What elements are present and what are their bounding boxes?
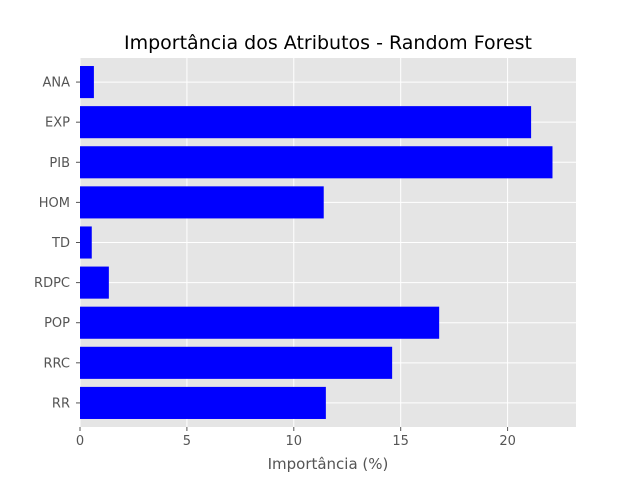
bars bbox=[80, 66, 553, 419]
x-tick-label: 20 bbox=[499, 434, 516, 449]
x-axis-ticks: 0 5 10 15 20 bbox=[76, 427, 516, 449]
x-tick-label: 10 bbox=[286, 434, 303, 449]
x-tick-label: 0 bbox=[76, 434, 84, 449]
bar-ana bbox=[80, 66, 94, 99]
y-tick-label-rrc: RRC bbox=[44, 356, 71, 371]
y-tick-label-ana: ANA bbox=[42, 76, 70, 91]
bar-hom bbox=[80, 186, 324, 219]
x-tick-label: 15 bbox=[392, 434, 409, 449]
bar-exp bbox=[80, 106, 532, 139]
chart-title: Importância dos Atributos - Random Fores… bbox=[124, 32, 532, 54]
y-tick-label-pib: PIB bbox=[49, 156, 70, 171]
bar-rr bbox=[80, 386, 326, 419]
bar-rrc bbox=[80, 346, 393, 379]
y-tick-label-rr: RR bbox=[52, 396, 70, 411]
x-tick-label: 5 bbox=[183, 434, 191, 449]
bar-td bbox=[80, 226, 92, 259]
y-tick-label-pop: POP bbox=[44, 316, 70, 331]
bar-pib bbox=[80, 146, 553, 179]
y-tick-label-hom: HOM bbox=[39, 196, 70, 211]
y-tick-label-exp: EXP bbox=[45, 116, 70, 131]
bar-pop bbox=[80, 306, 440, 339]
x-axis-label: Importância (%) bbox=[268, 455, 389, 473]
y-axis-ticks: RR RRC POP RDPC TD HOM PIB EXP ANA bbox=[34, 76, 80, 411]
y-tick-label-rdpc: RDPC bbox=[34, 276, 70, 291]
bar-rdpc bbox=[80, 266, 109, 299]
y-tick-label-td: TD bbox=[51, 236, 70, 251]
